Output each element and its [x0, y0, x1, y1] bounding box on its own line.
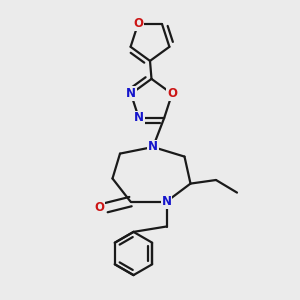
Text: N: N: [161, 195, 172, 208]
Text: N: N: [126, 87, 136, 100]
Text: O: O: [94, 201, 104, 214]
Text: O: O: [133, 17, 143, 31]
Text: N: N: [148, 140, 158, 154]
Text: N: N: [134, 112, 144, 124]
Text: O: O: [167, 87, 177, 100]
